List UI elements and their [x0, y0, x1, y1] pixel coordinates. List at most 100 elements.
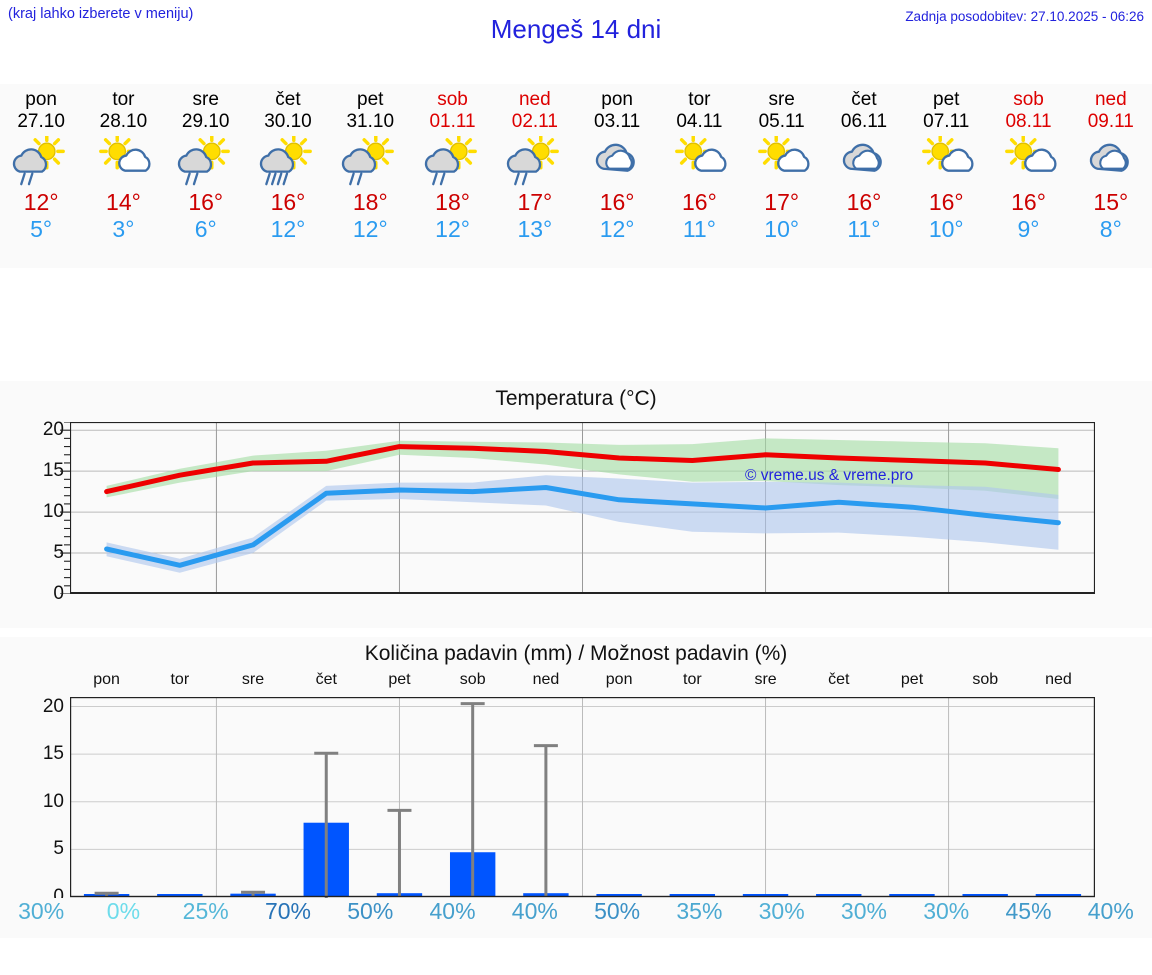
day-of-week: pet — [357, 89, 384, 110]
day-date: 28.10 — [99, 111, 148, 132]
sun-cloud-rain-heavy-icon — [247, 135, 329, 189]
day-of-week: pet — [933, 89, 960, 110]
day-temp-max: 16° — [846, 189, 882, 215]
day-temp-max: 16° — [599, 189, 635, 215]
precipitation-y-tick: 0 — [53, 886, 64, 907]
sun-cloud-rain-light-icon — [0, 135, 82, 189]
day-of-week: sob — [1013, 89, 1044, 110]
day-date: 05.11 — [758, 111, 805, 132]
day-of-week: ned — [1094, 89, 1127, 110]
day-temp-min: 5° — [30, 216, 53, 242]
day-column[interactable]: čet 06.11 16° 11° — [823, 84, 905, 268]
precipitation-probability: 45% — [1005, 898, 1052, 924]
precipitation-probability: 30% — [758, 898, 805, 924]
precipitation-chart-title: Količina padavin (mm) / Možnost padavin … — [364, 642, 788, 665]
day-column[interactable]: ned 02.11 17° 13° — [494, 84, 576, 268]
day-temp-max: 18° — [435, 189, 470, 215]
day-temp-max: 18° — [352, 189, 388, 215]
sun-cloud-icon — [905, 135, 987, 189]
precipitation-probability: 40% — [429, 898, 476, 924]
day-column[interactable]: čet 30.10 16° 12° — [247, 84, 329, 268]
day-temp-min: 8° — [1099, 216, 1122, 242]
precipitation-day-label: ned — [532, 671, 560, 688]
day-temp-max: 14° — [106, 189, 141, 215]
day-of-week: pon — [25, 89, 57, 110]
precipitation-day-label: pet — [388, 671, 411, 688]
day-temp-min: 6° — [194, 216, 217, 242]
day-column[interactable]: pon 03.11 16° 12° — [576, 84, 658, 268]
day-date: 06.11 — [840, 111, 888, 132]
day-temp-max: 12° — [23, 189, 59, 215]
day-column[interactable]: ned 09.11 15° 8° — [1070, 84, 1152, 268]
precipitation-probability: 40% — [511, 898, 558, 924]
precipitation-chart-plot — [70, 697, 1095, 934]
temperature-y-tick: 10 — [42, 501, 64, 523]
precipitation-probability: 70% — [264, 898, 311, 924]
day-date: 08.11 — [1005, 111, 1052, 132]
precipitation-y-tick: 15 — [42, 743, 64, 765]
precipitation-probability: 50% — [347, 898, 394, 924]
day-temp-min: 9° — [1017, 216, 1040, 242]
precipitation-day-label: ned — [1045, 671, 1072, 688]
day-date: 07.11 — [923, 111, 970, 132]
sun-cloud-icon — [658, 135, 740, 189]
temperature-y-tick: 0 — [53, 583, 64, 604]
sun-cloud-rain-light-icon — [411, 135, 493, 189]
day-column[interactable]: sre 05.11 17° 10° — [741, 84, 823, 268]
day-temp-max: 16° — [682, 189, 717, 215]
day-column[interactable]: tor 28.10 14° 3° — [82, 84, 164, 268]
precipitation-day-label: tor — [170, 671, 190, 688]
day-temp-max: 15° — [1093, 189, 1129, 215]
precipitation-day-label: pon — [605, 671, 633, 688]
day-temp-max: 17° — [517, 189, 553, 215]
day-column[interactable]: sob 08.11 16° 9° — [987, 84, 1069, 268]
day-column[interactable]: pon 27.10 12° 5° — [0, 84, 82, 268]
page-title: Mengeš 14 dni — [490, 14, 662, 44]
precipitation-y-tick: 20 — [42, 695, 64, 717]
day-of-week: sob — [437, 89, 468, 110]
cloud-icon — [576, 135, 658, 189]
day-date: 02.11 — [511, 111, 558, 132]
day-column[interactable]: sre 29.10 16° 6° — [165, 84, 247, 268]
day-date: 09.11 — [1087, 111, 1134, 132]
day-temp-max: 16° — [188, 189, 224, 215]
precipitation-day-label: čet — [315, 671, 337, 688]
day-temp-min: 10° — [764, 216, 800, 242]
temperature-section: Temperatura (°C) 0 5 10 15 20 © vreme.us & v… — [0, 381, 1152, 628]
precipitation-probability: 30% — [18, 898, 65, 924]
precipitation-day-label: sre — [754, 671, 777, 688]
sun-cloud-rain-light-icon — [494, 135, 576, 189]
precipitation-section: Količina padavin (mm) / Možnost padavin … — [0, 637, 1152, 937]
day-column[interactable]: tor 04.11 16° 11° — [658, 84, 740, 268]
day-temp-min: 13° — [517, 216, 553, 242]
temperature-y-tick: 5 — [53, 542, 64, 564]
menu-hint-text: (kraj lahko izberete v meniju) — [8, 6, 194, 22]
day-temp-max: 16° — [928, 189, 964, 215]
temperature-y-axis-labels: 0 5 10 15 20 — [0, 419, 64, 604]
day-column[interactable]: pet 07.11 16° 10° — [905, 84, 987, 268]
day-column[interactable]: sob 01.11 18° 12° — [411, 84, 493, 268]
precipitation-probability: 25% — [182, 898, 229, 924]
day-temp-min: 12° — [599, 216, 635, 242]
precipitation-day-label: pet — [900, 671, 924, 688]
sun-cloud-icon — [82, 135, 164, 189]
day-of-week: čet — [851, 89, 877, 110]
precipitation-day-label: sob — [972, 671, 999, 688]
temperature-y-tick: 15 — [42, 460, 64, 482]
day-column[interactable]: pet 31.10 18° 12° — [329, 84, 411, 268]
sun-cloud-icon — [987, 135, 1069, 189]
precipitation-probability-row: 30% 0% 25% 70% 50% 40% 40% 50% 35% 30% 30% 30% 45% 40… — [0, 898, 1152, 938]
temperature-chart-title: Temperatura (°C) — [495, 387, 657, 410]
day-of-week: sre — [192, 89, 219, 110]
day-temp-min: 11° — [682, 216, 716, 242]
precipitation-day-label: pon — [93, 671, 120, 688]
day-temp-min: 12° — [435, 216, 470, 242]
watermark-text: © vreme.us & vreme.pro — [745, 467, 914, 484]
last-updated-text: Zadnja posodobitev: 27.10.2025 - 06:26 — [905, 9, 1144, 24]
precipitation-probability: 50% — [594, 898, 641, 924]
precipitation-probability: 35% — [676, 898, 723, 924]
day-temp-min: 12° — [352, 216, 388, 242]
precipitation-x-axis-labels: pon tor sre čet pet sob ned pon tor sre čet pet sob n… — [70, 671, 1095, 693]
temperature-chart-plot — [70, 422, 1095, 594]
day-temp-min: 12° — [270, 216, 306, 242]
